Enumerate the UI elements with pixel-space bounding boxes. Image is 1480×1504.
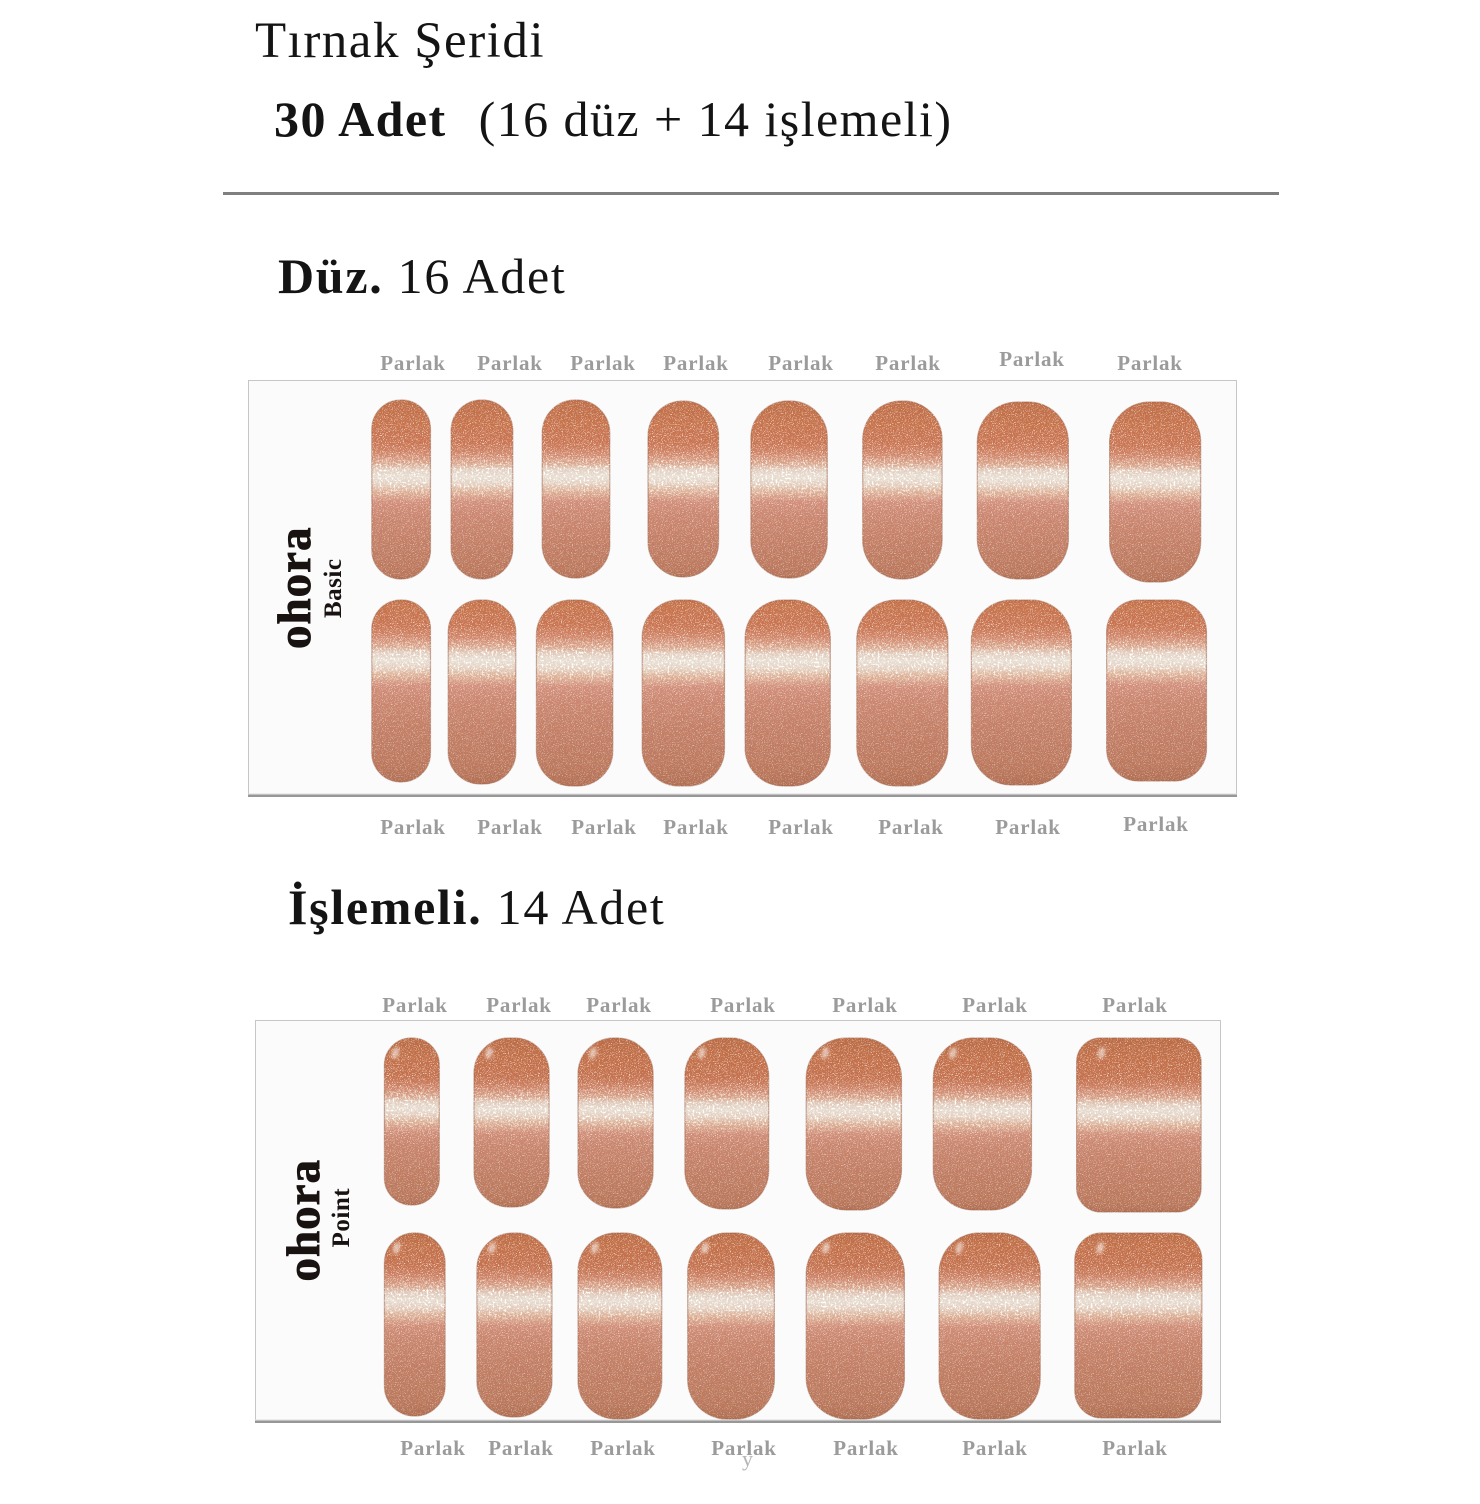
svg-text:ohora: ohora [269,527,321,650]
svg-text:Basic: Basic [320,559,347,618]
svg-text:Point: Point [328,1188,355,1248]
svg-text:ohora: ohora [278,1159,330,1282]
